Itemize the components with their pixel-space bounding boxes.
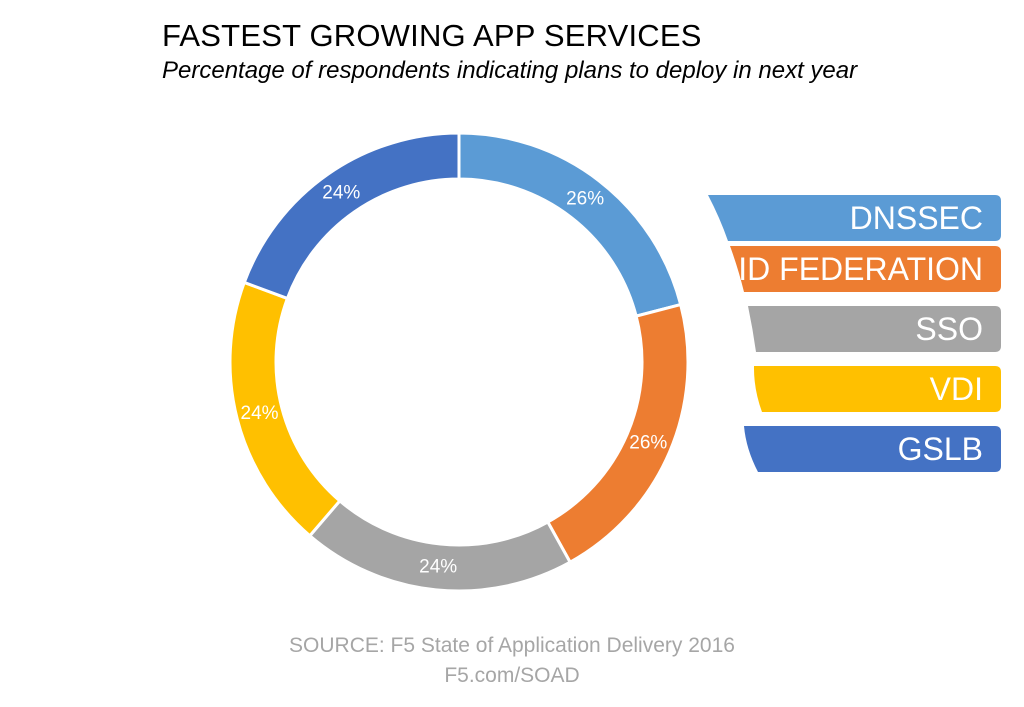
source-line-1: SOURCE: F5 State of Application Delivery… — [289, 634, 735, 657]
legend-swatch — [748, 306, 1001, 352]
donut-slice-dnssec — [457, 131, 683, 318]
legend-item-gslb: GSLB — [738, 426, 1001, 472]
legend-swatch — [708, 195, 1001, 241]
legend-item-dnssec: DNSSEC — [708, 195, 1001, 241]
legend-label: SSO — [915, 311, 983, 347]
donut-slice-sso — [307, 498, 573, 593]
legend-label: ID FEDERATION — [738, 251, 983, 287]
legend-swatch — [753, 366, 1001, 412]
legend-item-vdi: VDI — [748, 366, 1001, 412]
legend-swatch — [730, 246, 1001, 292]
donut-slice-gslb — [242, 131, 461, 301]
legend-item-sso: SSO — [748, 306, 1001, 352]
source-line-2: F5.com/SOAD — [444, 664, 580, 687]
legend-item-id-federation: ID FEDERATION — [730, 246, 1001, 292]
data-label-dnssec: 26% — [566, 189, 604, 210]
data-label-gslb: 24% — [322, 182, 360, 203]
legend-swatch — [744, 426, 1001, 472]
chart-subtitle: Percentage of respondents indicating pla… — [162, 57, 858, 84]
data-label-sso: 24% — [419, 556, 457, 577]
legend-label: GSLB — [897, 431, 983, 467]
data-label-vdi: 24% — [241, 403, 279, 424]
data-label-id-federation: 26% — [629, 433, 667, 454]
legend-label: VDI — [929, 371, 983, 407]
legend-label: DNSSEC — [849, 200, 983, 236]
chart-title: FASTEST GROWING APP SERVICES — [162, 18, 702, 53]
